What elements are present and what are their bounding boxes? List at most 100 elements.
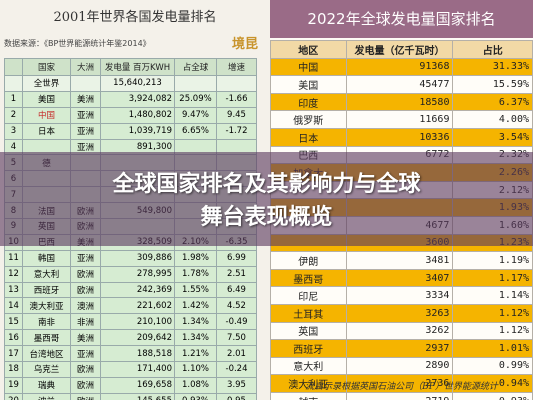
table-cell: 3,924,082 [100, 90, 175, 108]
table-row: 17 台湾地区 亚洲 188,518 1.21% 2.01 [4, 345, 257, 363]
table-cell: 15.59% [452, 75, 533, 94]
table-cell: 意大利 [22, 265, 71, 283]
table-cell: 169,658 [100, 376, 175, 394]
table-row: 西班牙 2937 1.01% [270, 339, 533, 358]
table-row: 12 意大利 欧洲 278,995 1.78% 2.51 [4, 265, 257, 283]
table-row: 16 墨西哥 美洲 209,642 1.34% 7.50 [4, 329, 257, 347]
table-row: 土耳其 3263 1.12% [270, 303, 533, 323]
table-cell: 1.14% [452, 286, 533, 305]
table-cell: 1.01% [452, 339, 533, 358]
table-cell: 1.08% [174, 376, 217, 394]
table-cell: 12 [4, 265, 23, 283]
table-cell: 1.12% [452, 321, 533, 341]
table-cell: 亚洲 [70, 138, 101, 156]
table-row: 伊朗 3481 1.19% [270, 251, 533, 270]
table-cell: 美洲 [70, 329, 101, 347]
table-cell: 2890 [345, 356, 454, 376]
table-row: 意大利 2890 0.99% [270, 356, 533, 376]
table-cell: 20 [4, 392, 23, 400]
left-table-source: 数据来源：《BP世界能源统计年鉴2014》 [4, 39, 151, 48]
table-cell: 伊朗 [270, 251, 347, 270]
table-cell: 10336 [345, 127, 454, 147]
table-row: 全世界 15,640,213 [4, 75, 257, 92]
table-cell: 3 [4, 122, 23, 140]
table-row: 14 澳大利亚 澳洲 221,602 1.42% 4.52 [4, 297, 257, 315]
table-cell: 0.93% [452, 391, 533, 400]
table-cell: 6.37% [452, 92, 533, 112]
table-cell: 2937 [345, 339, 454, 358]
table-cell: 越南 [270, 391, 347, 400]
table-cell: 非洲 [70, 313, 101, 331]
table-cell: 91368 [345, 57, 454, 77]
table-cell: 6.49 [216, 281, 257, 299]
table-cell: -0.49 [216, 313, 257, 331]
table-cell: -1.66 [216, 90, 257, 108]
table-row: 15 南非 非洲 210,100 1.34% -0.49 [4, 313, 257, 331]
banner-title-line-2: 舞台表现概览 [200, 205, 333, 230]
table-cell: 美国 [270, 75, 347, 94]
table-cell: 16 [4, 329, 23, 347]
table-cell: 1.19% [452, 251, 533, 270]
table-row: 3 日本 亚洲 1,039,719 6.65% -1.72 [4, 122, 257, 140]
table-cell: 3.95 [216, 376, 257, 394]
table-cell: 1.34% [174, 313, 217, 331]
table-cell: 欧洲 [70, 265, 101, 283]
table-cell: 西班牙 [22, 281, 71, 299]
right-header-cell: 占比 [452, 40, 533, 59]
table-row: 印尼 3334 1.14% [270, 286, 533, 305]
table-cell: 1,480,802 [100, 106, 175, 124]
table-cell: 日本 [270, 127, 347, 147]
table-cell: 278,995 [100, 265, 175, 283]
table-cell: 6.99 [216, 249, 257, 267]
table-cell: 英国 [270, 321, 347, 341]
table-cell: 19 [4, 376, 23, 394]
table-cell: 1.12% [452, 303, 533, 323]
table-cell [70, 75, 101, 92]
table-cell: 1,039,719 [100, 122, 175, 140]
table-cell: 11 [4, 249, 23, 267]
table-row: 英国 3262 1.12% [270, 321, 533, 341]
table-cell: 4 [4, 138, 23, 156]
table-row: 11 韩国 亚洲 309,886 1.98% 6.99 [4, 249, 257, 267]
banner-title: 全球国家排名及其影响力与全球 舞台表现概览 [0, 168, 533, 234]
left-header-cell: 增速 [216, 58, 257, 76]
table-cell: 3.54% [452, 127, 533, 147]
table-cell: 15 [4, 313, 23, 331]
right-header-cell: 发电量（亿千瓦时） [345, 40, 454, 59]
table-row: 澳大利亚 2736 0.94% [270, 374, 533, 393]
table-cell: 171,400 [100, 361, 175, 378]
table-row: 日本 10336 3.54% [270, 127, 533, 147]
table-row: 1 美国 美洲 3,924,082 25.09% -1.66 [4, 90, 257, 108]
table-cell: -0.24 [216, 361, 257, 378]
table-cell: 2719 [345, 391, 454, 400]
table-cell: 意大利 [270, 356, 347, 376]
table-cell: 2.01 [216, 345, 257, 363]
table-cell: 1.21% [174, 345, 217, 363]
table-cell: 澳大利亚 [22, 297, 71, 315]
table-cell: 4.00% [452, 110, 533, 129]
table-cell: 0.99% [452, 356, 533, 376]
table-cell: 1.55% [174, 281, 217, 299]
table-cell: 3263 [345, 303, 454, 323]
table-cell: 瑞典 [22, 376, 71, 394]
table-cell: 3407 [345, 268, 454, 288]
table-cell: 45477 [345, 75, 454, 94]
table-cell: 墨西哥 [270, 268, 347, 288]
table-cell: 波兰 [22, 392, 71, 400]
table-cell: 9.47% [174, 106, 217, 124]
table-cell: 14 [4, 297, 23, 315]
table-cell: 15,640,213 [100, 75, 175, 92]
table-row: 20波兰欧洲145,6550.93%0.95 [4, 392, 257, 400]
table-row: 4 亚洲 891,300 [4, 138, 257, 156]
left-header-cell: 发电量 百万KWH [100, 58, 175, 76]
table-cell: 西班牙 [270, 339, 347, 358]
table-cell: 台湾地区 [22, 345, 71, 363]
table-cell: 韩国 [22, 249, 71, 267]
table-cell: 1.42% [174, 297, 217, 315]
table-cell: 墨西哥 [22, 329, 71, 347]
table-cell: 澳大利亚 [270, 374, 347, 393]
table-cell: 309,886 [100, 249, 175, 267]
table-cell [174, 138, 217, 156]
table-cell: 1.34% [174, 329, 217, 347]
table-cell: 美洲 [70, 90, 101, 108]
